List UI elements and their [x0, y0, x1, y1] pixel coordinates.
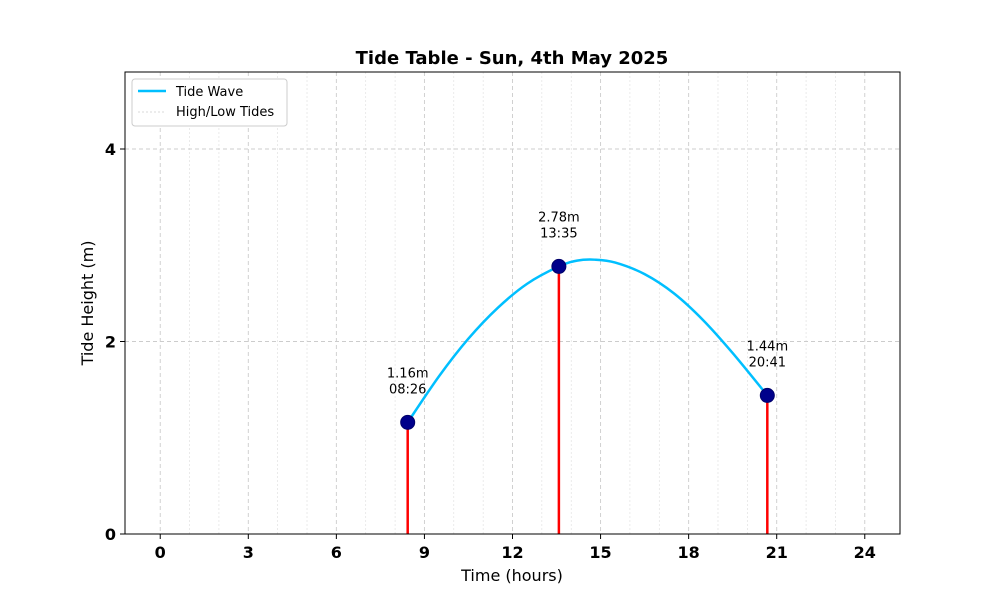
- legend: Tide Wave High/Low Tides: [131, 78, 288, 127]
- tide-height-label: 1.16m: [387, 366, 429, 381]
- y-tick-label: 0: [105, 525, 116, 544]
- x-axis-label: Time (hours): [460, 566, 563, 585]
- tide-wave-layer: [406, 258, 769, 424]
- tide-time-label: 20:41: [749, 355, 786, 370]
- legend-label-high-low: High/Low Tides: [176, 105, 274, 120]
- x-tick-label: 18: [678, 543, 700, 562]
- legend-label-tide-wave: Tide Wave: [175, 85, 243, 100]
- tide-point: [759, 387, 775, 403]
- y-tick-label: 2: [105, 333, 116, 352]
- y-axis-label: Tide Height (m): [78, 241, 97, 367]
- x-tick-label: 15: [589, 543, 611, 562]
- x-tick-label: 21: [766, 543, 788, 562]
- tide-height-label: 2.78m: [538, 210, 580, 225]
- tide-point: [551, 258, 567, 274]
- tide-markers: [400, 258, 775, 430]
- y-tick-label: 4: [105, 140, 116, 159]
- x-tick-label: 3: [243, 543, 254, 562]
- grid: [125, 72, 900, 535]
- chart-title: Tide Table - Sun, 4th May 2025: [356, 48, 669, 69]
- tide-point: [400, 414, 416, 430]
- tide-time-label: 08:26: [389, 382, 426, 397]
- x-tick-label: 12: [501, 543, 523, 562]
- x-tick-label: 24: [854, 543, 876, 562]
- tide-height-label: 1.44m: [747, 339, 789, 354]
- x-tick-label: 6: [331, 543, 342, 562]
- x-tick-label: 9: [419, 543, 430, 562]
- tide-time-label: 13:35: [540, 226, 577, 241]
- tide-stems: [406, 266, 769, 534]
- legend-box: [131, 78, 288, 127]
- tide-wave-line: [406, 258, 769, 424]
- x-tick-label: 0: [155, 543, 166, 562]
